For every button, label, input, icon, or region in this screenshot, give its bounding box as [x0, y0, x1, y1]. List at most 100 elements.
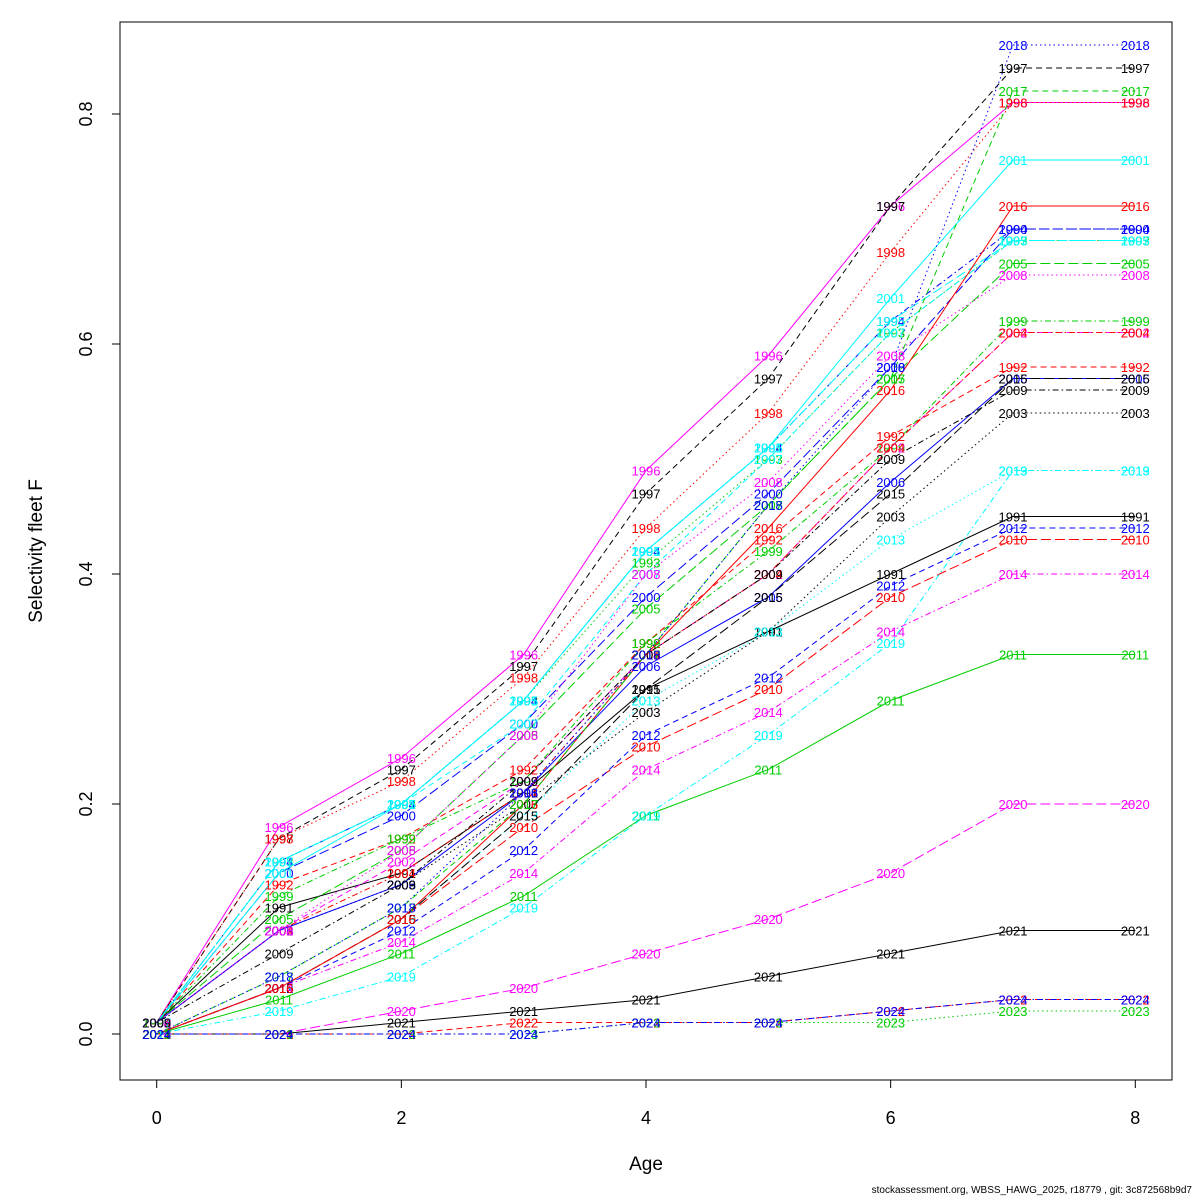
- point-label-2001: 2001: [999, 153, 1028, 168]
- point-label-1994: 1994: [1121, 222, 1150, 237]
- point-label-2002: 2002: [1121, 326, 1150, 341]
- point-label-2007: 2007: [999, 234, 1028, 249]
- point-label-2023: 2023: [265, 1027, 294, 1042]
- point-label-2004: 2004: [754, 567, 783, 582]
- point-label-2009: 2009: [876, 452, 905, 467]
- point-label-1993: 1993: [632, 556, 661, 571]
- point-label-2008: 2008: [265, 924, 294, 939]
- point-label-1998: 1998: [876, 245, 905, 260]
- point-label-1996: 1996: [265, 820, 294, 835]
- point-label-1992: 1992: [632, 636, 661, 651]
- point-label-1998: 1998: [387, 774, 416, 789]
- y-tick-label: 0.0: [76, 1021, 96, 1046]
- point-label-2000: 2000: [999, 222, 1028, 237]
- point-label-2002: 2002: [999, 326, 1028, 341]
- point-label-2020: 2020: [387, 1004, 416, 1019]
- point-label-2019: 2019: [142, 1027, 171, 1042]
- point-label-2006: 2006: [509, 786, 538, 801]
- point-label-2005: 2005: [509, 728, 538, 743]
- point-label-2012: 2012: [509, 843, 538, 858]
- point-label-2000: 2000: [509, 717, 538, 732]
- point-label-2008: 2008: [632, 567, 661, 582]
- point-label-1995: 1995: [754, 441, 783, 456]
- point-label-2015: 2015: [509, 809, 538, 824]
- series-line-2003: [156, 412, 1136, 1023]
- point-label-2016: 2016: [142, 1027, 171, 1042]
- point-label-2015: 2015: [142, 1027, 171, 1042]
- point-label-2010: 2010: [142, 1027, 171, 1042]
- point-label-2000: 2000: [1121, 222, 1150, 237]
- point-label-2009: 2009: [632, 648, 661, 663]
- series-line-2014: [156, 573, 1136, 1035]
- point-label-2017: 2017: [142, 1027, 171, 1042]
- series-line-2001: [156, 159, 1136, 1023]
- point-label-2019: 2019: [999, 464, 1028, 479]
- point-label-2006: 2006: [265, 924, 294, 939]
- point-label-1992: 1992: [142, 1016, 171, 1031]
- point-label-2022: 2022: [999, 993, 1028, 1008]
- point-label-1997: 1997: [632, 487, 661, 502]
- point-label-2012: 2012: [142, 1027, 171, 1042]
- point-label-1995: 1995: [1121, 234, 1150, 249]
- x-axis: 0 2 4 6 8: [152, 1079, 1140, 1128]
- point-label-1997: 1997: [387, 763, 416, 778]
- x-axis-title: Age: [629, 1154, 663, 1175]
- point-label-2013: 2013: [632, 694, 661, 709]
- point-label-1991: 1991: [142, 1016, 171, 1031]
- point-label-2015: 2015: [265, 981, 294, 996]
- x-tick-label: 8: [1130, 1108, 1140, 1128]
- point-label-2014: 2014: [876, 625, 905, 640]
- point-label-2019: 2019: [754, 728, 783, 743]
- point-label-2017: 2017: [999, 84, 1028, 99]
- point-label-1993: 1993: [265, 855, 294, 870]
- point-label-2000: 2000: [876, 360, 905, 375]
- point-label-2011: 2011: [999, 648, 1027, 663]
- point-label-2006: 2006: [1121, 372, 1150, 387]
- point-label-2002: 2002: [754, 567, 783, 582]
- point-label-2006: 2006: [876, 475, 905, 490]
- point-label-2004: 2004: [509, 786, 538, 801]
- point-label-2006: 2006: [387, 878, 416, 893]
- point-label-2022: 2022: [387, 1027, 416, 1042]
- point-label-2021: 2021: [509, 1004, 538, 1019]
- point-label-1998: 1998: [1121, 96, 1150, 111]
- point-label-1992: 1992: [265, 878, 294, 893]
- point-label-2018: 2018: [632, 648, 661, 663]
- point-label-2007: 2007: [876, 326, 905, 341]
- point-label-2017: 2017: [754, 498, 783, 513]
- point-label-2024: 2024: [142, 1027, 171, 1042]
- point-label-1994: 1994: [876, 314, 905, 329]
- point-label-2023: 2023: [999, 1004, 1028, 1019]
- point-label-2021: 2021: [876, 947, 905, 962]
- point-label-1999: 1999: [876, 441, 905, 456]
- point-label-2013: 2013: [754, 625, 783, 640]
- point-label-2008: 2008: [142, 1016, 171, 1031]
- point-label-1999: 1999: [142, 1016, 171, 1031]
- point-label-2017: 2017: [632, 648, 661, 663]
- point-label-1997: 1997: [754, 372, 783, 387]
- point-label-1999: 1999: [509, 774, 538, 789]
- point-label-1995: 1995: [265, 855, 294, 870]
- point-label-2001: 2001: [1121, 153, 1150, 168]
- point-label-2018: 2018: [999, 38, 1028, 53]
- point-label-2003: 2003: [1121, 406, 1150, 421]
- point-label-2019: 2019: [1121, 464, 1150, 479]
- series-line-2018: [156, 44, 1136, 1035]
- point-label-2004: 2004: [1121, 326, 1150, 341]
- point-label-2013: 2013: [142, 1027, 171, 1042]
- point-label-1991: 1991: [265, 901, 294, 916]
- series-line-2013: [156, 470, 1136, 1035]
- series-line-2007: [156, 240, 1136, 1023]
- point-label-2010: 2010: [265, 981, 294, 996]
- point-label-2004: 2004: [876, 441, 905, 456]
- point-label-2021: 2021: [265, 1027, 294, 1042]
- point-label-2024: 2024: [999, 993, 1028, 1008]
- point-label-2009: 2009: [509, 774, 538, 789]
- point-label-2011: 2011: [510, 889, 538, 904]
- point-label-1991: 1991: [509, 786, 538, 801]
- point-label-1993: 1993: [387, 797, 416, 812]
- series-line-2000: [156, 228, 1136, 1023]
- point-label-2023: 2023: [142, 1027, 171, 1042]
- point-label-1993: 1993: [142, 1016, 171, 1031]
